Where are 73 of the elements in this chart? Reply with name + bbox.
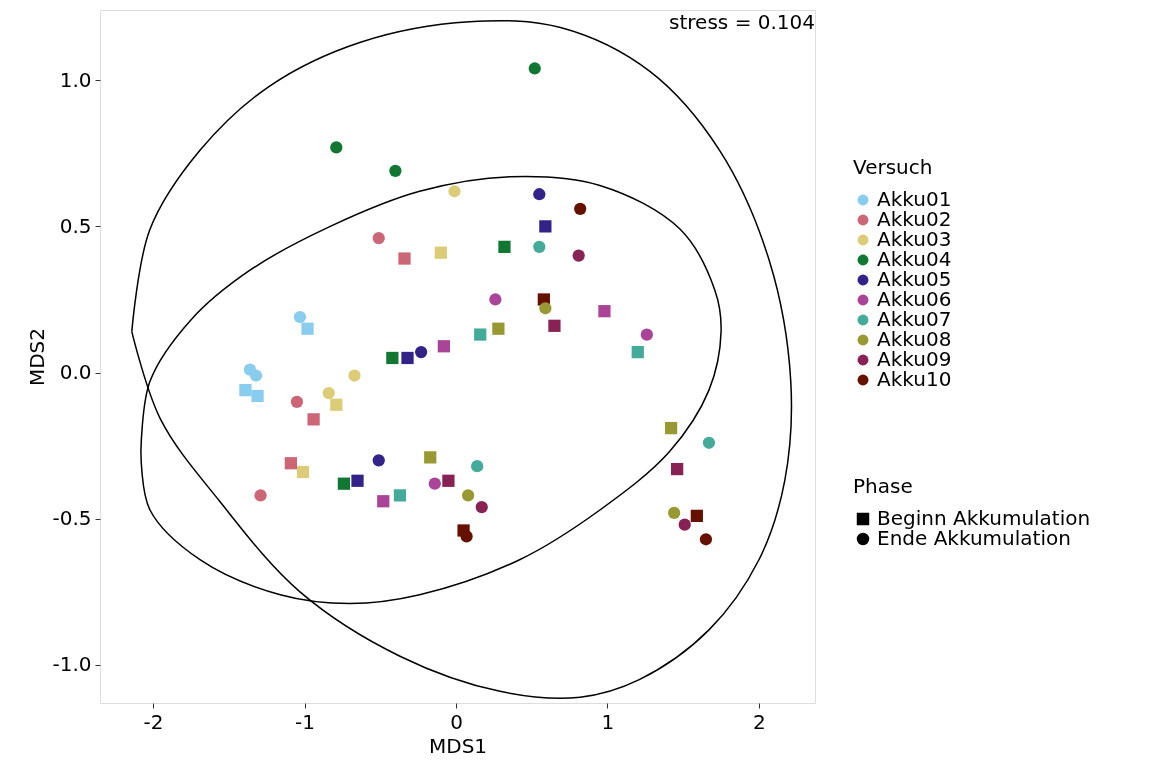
point	[437, 340, 450, 353]
point	[322, 386, 335, 400]
point	[640, 328, 653, 341]
point	[330, 141, 343, 154]
y-tick-label: 0.5	[59, 213, 92, 238]
point	[489, 293, 502, 306]
point	[428, 477, 441, 490]
point	[296, 465, 310, 479]
point	[492, 322, 505, 335]
point	[243, 363, 257, 376]
point	[668, 506, 681, 520]
point	[372, 231, 385, 245]
x-tick-label: -1	[295, 709, 315, 734]
point	[671, 462, 684, 476]
point	[572, 249, 585, 262]
point	[548, 319, 561, 332]
y-tick-label: -1.0	[52, 652, 92, 677]
x-tick-label: 2	[753, 709, 766, 734]
point	[678, 518, 691, 531]
point	[254, 489, 267, 502]
legend-label: Beginn Akkumulation	[877, 506, 1091, 530]
point	[702, 436, 716, 449]
x-axis-title: MDS1	[428, 733, 488, 758]
point	[474, 328, 487, 341]
point	[251, 389, 264, 403]
annotation: stress = 0.104	[669, 10, 815, 34]
text: Phase	[853, 474, 913, 498]
x-tick-label: 0	[450, 709, 463, 734]
point	[533, 240, 546, 253]
point	[307, 413, 320, 426]
y-axis-title: MDS2	[25, 327, 50, 387]
point	[448, 185, 461, 198]
point	[690, 509, 703, 522]
point	[498, 240, 511, 253]
point	[290, 395, 304, 408]
point	[424, 451, 437, 464]
y-tick-label: -0.5	[52, 506, 92, 531]
point	[533, 188, 546, 201]
point	[372, 454, 385, 467]
point	[434, 246, 447, 259]
point	[461, 489, 475, 502]
point	[631, 345, 644, 359]
y-tick-label: 1.0	[59, 67, 92, 92]
point	[337, 477, 351, 490]
point	[293, 310, 307, 324]
point	[699, 533, 713, 546]
point	[574, 202, 587, 215]
point	[351, 474, 364, 487]
point	[386, 351, 399, 365]
point	[442, 474, 455, 487]
point	[460, 530, 473, 543]
point	[239, 384, 252, 397]
point	[598, 305, 611, 318]
point	[284, 457, 297, 470]
text: Versuch	[853, 155, 933, 179]
point	[348, 369, 361, 382]
point	[539, 220, 552, 233]
point	[401, 351, 414, 365]
point	[377, 495, 390, 508]
x-tick-label: -2	[143, 709, 164, 734]
point	[415, 346, 428, 359]
point	[389, 164, 402, 177]
point	[398, 252, 411, 265]
point	[475, 500, 488, 514]
point	[664, 422, 678, 435]
y-tick-label: 0.0	[59, 360, 92, 385]
point	[539, 302, 552, 315]
point	[330, 398, 343, 411]
point	[301, 322, 314, 335]
point	[393, 489, 407, 502]
x-tick-label: 1	[601, 709, 615, 734]
point	[528, 62, 541, 75]
point	[471, 460, 484, 473]
